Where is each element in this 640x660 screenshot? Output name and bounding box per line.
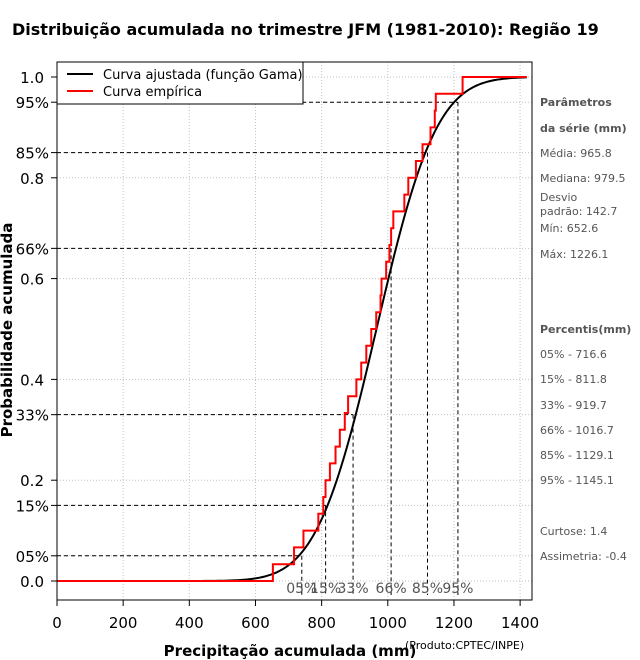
percentile-axis-label: 66% [376,581,407,597]
percentil-05: 05% - 716.6 [540,348,607,361]
chart-title: Distribuição acumulada no trimestre JFM … [12,20,599,39]
x-tick-label: 0 [52,614,62,632]
y-tick-label: 1.0 [20,69,44,87]
params-title-2: da série (mm) [540,122,627,135]
y-percent-tick-label: 95% [16,94,49,112]
percentile-axis-label: 05% [286,581,317,597]
params-title-1: Parâmetros [540,96,612,109]
x-tick-label: 800 [307,614,336,632]
percentile-axis-label: 85% [412,581,443,597]
x-tick-label: 400 [175,614,204,632]
y-percent-tick-label: 33% [16,407,49,425]
x-tick-label: 1200 [435,614,473,632]
y-tick-label: 0.4 [20,371,44,389]
x-tick-label: 600 [241,614,270,632]
stat-max: Máx: 1226.1 [540,248,609,261]
percentile-axis-label: 33% [338,581,369,597]
y-tick-label: 0.0 [20,573,44,591]
stat-media: Média: 965.8 [540,147,612,160]
percentil-33: 33% - 919.7 [540,399,607,412]
y-percent-tick-label: 15% [16,497,49,515]
product-credit: (Produto:CPTEC/INPE) [405,639,525,652]
stat-min: Mín: 652.6 [540,222,599,235]
y-tick-label: 0.8 [20,170,44,188]
x-axis-title: Precipitação acumulada (mm) [164,642,417,660]
percentil-66: 66% - 1016.7 [540,424,614,437]
legend-box [56,61,304,105]
percentil-95: 95% - 1145.1 [540,474,614,487]
percentile-axis-label: 95% [442,581,473,597]
stat-curtose: Curtose: 1.4 [540,525,608,538]
y-tick-label: 0.2 [20,472,44,490]
percentil-15: 15% - 811.8 [540,373,607,386]
empirical-step-curve [57,76,527,582]
x-tick-label: 200 [109,614,138,632]
y-percent-tick-label: 66% [16,240,49,258]
x-tick-label: 1000 [369,614,407,632]
y-percent-tick-label: 05% [16,548,49,566]
x-tick-label: 1400 [501,614,539,632]
legend-label: Curva empírica [103,85,202,100]
legend-label: Curva ajustada (função Gama) [103,68,303,83]
y-percent-tick-label: 85% [16,145,49,163]
percentis-title: Percentis(mm) [540,323,632,336]
stat-desvio-1: Desvio [540,191,578,204]
y-tick-label: 0.6 [20,271,44,289]
stat-mediana: Mediana: 979.5 [540,172,626,185]
plot-frame [56,61,533,601]
y-axis-title: Probabilidade acumulada [0,223,16,438]
stat-assimetria: Assimetria: -0.4 [540,550,627,563]
percentile-axis-label: 15% [310,581,341,597]
stat-desvio-2: padrão: 142.7 [540,205,618,218]
percentil-85: 85% - 1129.1 [540,449,614,462]
